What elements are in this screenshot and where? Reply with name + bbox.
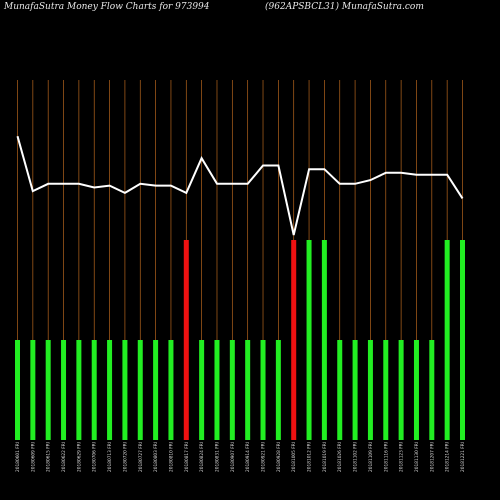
- flow-bar: [352, 340, 358, 440]
- x-tick-label: 20180831 FRI: [214, 442, 220, 472]
- x-tick-label: 20180817 FRI: [184, 442, 190, 472]
- x-tick-label: 20180824 FRI: [199, 442, 205, 472]
- x-tick-label: 20180601 FRI: [15, 442, 21, 472]
- x-tick-label: 20180803 FRI: [153, 442, 159, 472]
- flow-bar: [460, 240, 465, 440]
- flow-bar: [367, 340, 373, 440]
- x-tick-label: 20180921 FRI: [261, 442, 267, 472]
- flow-bar: [398, 340, 404, 440]
- flow-bar: [275, 340, 281, 440]
- flow-bar: [15, 340, 20, 440]
- flow-bar: [122, 340, 128, 440]
- x-tick-label: 20181109 FRI: [368, 442, 374, 472]
- x-tick-label: 20181130 FRI: [414, 442, 420, 472]
- x-tick-label: 20181026 FRI: [337, 442, 343, 472]
- flow-bar: [337, 340, 343, 440]
- x-tick-label: 20181207 FRI: [429, 442, 435, 472]
- flow-bar: [45, 340, 51, 440]
- flow-bar: [429, 340, 435, 440]
- flow-bar: [61, 340, 67, 440]
- x-tick-label: 20180907 FRI: [230, 442, 236, 472]
- flow-bar: [153, 340, 159, 440]
- x-tick-label: 20180615 FRI: [46, 442, 52, 472]
- x-tick-label: 20181012 FRI: [307, 442, 313, 472]
- x-tick-label: 20181123 FRI: [399, 442, 405, 472]
- flow-bar: [321, 240, 327, 440]
- x-tick-label: 20181102 FRI: [353, 442, 359, 472]
- x-tick-label: 20180706 FRI: [92, 442, 98, 472]
- x-tick-label: 20180914 FRI: [245, 442, 251, 472]
- chart-title-left: MunafaSutra Money Flow Charts for 973994: [4, 2, 210, 12]
- flow-bar: [183, 240, 189, 440]
- flow-bar: [168, 340, 174, 440]
- flow-bar: [229, 340, 235, 440]
- x-tick-label: 20180727 FRI: [138, 442, 144, 472]
- flow-bar: [291, 240, 297, 440]
- x-tick-label: 20180713 FRI: [107, 442, 113, 472]
- flow-bar: [30, 340, 36, 440]
- flow-bar: [91, 340, 97, 440]
- x-tick-label: 20181221 FRI: [460, 442, 466, 472]
- money-flow-line: [16, 135, 464, 236]
- x-tick-label: 20180928 FRI: [276, 442, 282, 472]
- x-tick-label: 20181214 FRI: [445, 442, 451, 472]
- x-tick-label: 20180609 FRI: [30, 442, 36, 472]
- x-tick-label: 20181116 FRI: [383, 442, 389, 472]
- flow-bar: [306, 240, 312, 440]
- flow-bar: [444, 240, 450, 440]
- x-tick-label: 20180720 FRI: [122, 442, 128, 472]
- flow-bar: [214, 340, 220, 440]
- x-tick-label: 20180810 FRI: [168, 442, 174, 472]
- x-tick-label: 20180622 FRI: [61, 442, 67, 472]
- flow-bar: [107, 340, 113, 440]
- x-tick-label: 20181005 FRI: [291, 442, 297, 472]
- x-tick-label: 20181019 FRI: [322, 442, 328, 472]
- flow-bar: [199, 340, 205, 440]
- chart-title-right: (962APSBCL31) MunafaSutra.com: [265, 2, 424, 12]
- flow-bar: [383, 340, 389, 440]
- x-tick-label: 20180629 FRI: [76, 442, 82, 472]
- flow-bar: [245, 340, 251, 440]
- flow-bar: [413, 340, 419, 440]
- flow-bar: [137, 340, 143, 440]
- flow-bar: [76, 340, 82, 440]
- flow-bar: [260, 340, 266, 440]
